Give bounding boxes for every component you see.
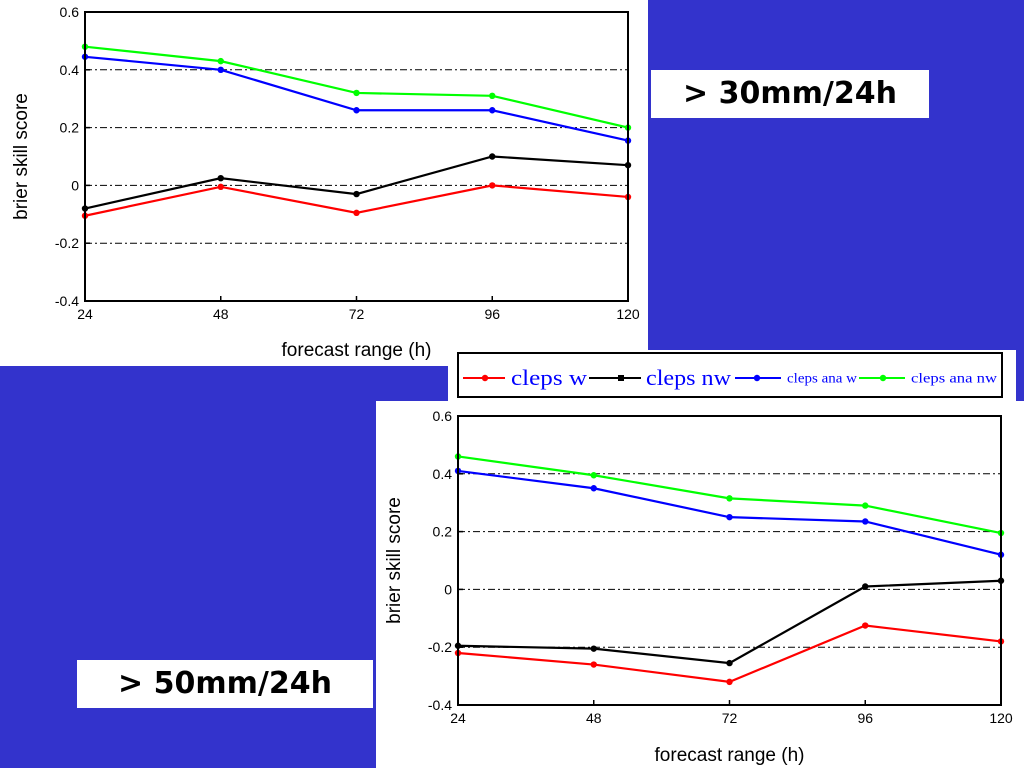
series-line-cleps-ana-nw — [457, 455, 1002, 535]
y-axis-label: brier skill score — [11, 93, 32, 220]
y-tick-label: 0.4 — [433, 466, 453, 482]
data-point — [862, 518, 869, 525]
x-tick-label: 48 — [586, 710, 602, 726]
data-point — [590, 661, 597, 668]
y-tick-label: 0 — [71, 177, 79, 193]
data-point — [489, 92, 496, 100]
chart-30mm: 24 48 72 96 120 -0.4 -0.2 0 0.2 0.4 0.6 forecast ra… — [11, 4, 640, 361]
data-point — [726, 659, 733, 667]
legend-marker — [618, 375, 624, 381]
data-point — [353, 190, 360, 198]
data-point — [590, 472, 597, 479]
x-axis-label: forecast range (h) — [282, 340, 432, 361]
x-axis-label: forecast range (h) — [655, 745, 805, 766]
data-point — [217, 66, 224, 74]
x-tick-label: 72 — [349, 306, 365, 322]
y-tick-label: 0.4 — [60, 62, 80, 78]
series-line-cleps-w — [457, 624, 1002, 684]
data-point — [862, 583, 869, 590]
legend-marker — [879, 374, 887, 382]
data-point — [862, 502, 869, 509]
x-tick-label: 96 — [484, 306, 500, 322]
data-point — [217, 57, 224, 65]
data-point — [353, 107, 360, 114]
x-tick-label: 24 — [450, 710, 466, 726]
x-tick-label: 120 — [616, 306, 640, 322]
chart-panel-30mm: 24 48 72 96 120 -0.4 -0.2 0 0.2 0.4 0.6 forecast ra… — [0, 0, 648, 366]
series-line-cleps-nw — [457, 579, 1002, 665]
y-tick-label: 0 — [444, 581, 452, 597]
data-point — [353, 209, 360, 217]
x-tick-label: 24 — [77, 306, 93, 322]
legend-label: cleps nw — [646, 365, 731, 390]
series-line-cleps-ana-w — [457, 469, 1002, 556]
chart-panel-50mm: 24 48 72 96 120 -0.4 -0.2 0 0.2 0.4 0.6 forecast ra… — [376, 401, 1024, 768]
data-point — [590, 485, 597, 492]
data-point — [489, 153, 496, 160]
chart-50mm: 24 48 72 96 120 -0.4 -0.2 0 0.2 0.4 0.6 forecast ra… — [384, 408, 1013, 766]
data-point — [353, 89, 360, 97]
data-point — [217, 174, 224, 182]
data-point — [489, 182, 496, 189]
legend-label: cleps w — [511, 365, 587, 390]
y-tick-label: 0.6 — [433, 408, 453, 424]
legend: cleps w cleps nw cleps ana w cleps ana nw — [457, 352, 1003, 398]
y-tick-label: -0.2 — [428, 639, 452, 655]
legend-marker — [481, 374, 489, 382]
data-point — [862, 622, 869, 629]
y-tick-label: 0.2 — [433, 524, 453, 540]
y-axis-label: brier skill score — [384, 497, 405, 624]
threshold-label-50mm: > 50mm/24h — [77, 660, 373, 708]
data-point — [489, 107, 496, 114]
legend-label: cleps ana w — [787, 371, 858, 386]
data-point — [217, 183, 224, 191]
legend-marker — [753, 374, 761, 382]
y-tick-label: -0.4 — [55, 293, 79, 309]
threshold-label-30mm: > 30mm/24h — [651, 70, 929, 118]
x-tick-label: 120 — [989, 710, 1013, 726]
y-tick-label: 0.6 — [60, 4, 80, 20]
y-tick-label: -0.2 — [55, 235, 79, 251]
x-tick-label: 48 — [213, 306, 229, 322]
legend-graphic: cleps w cleps nw cleps ana w cleps ana nw — [463, 365, 998, 390]
data-point — [590, 645, 597, 652]
y-tick-label: -0.4 — [428, 697, 452, 713]
series-line-cleps-ana-nw — [84, 45, 629, 129]
data-point — [726, 678, 733, 686]
x-tick-label: 72 — [722, 710, 738, 726]
y-tick-label: 0.2 — [60, 120, 80, 136]
series-line-cleps-nw — [84, 155, 629, 210]
legend-label: cleps ana nw — [911, 371, 998, 386]
x-tick-label: 96 — [857, 710, 873, 726]
data-point — [726, 495, 733, 502]
data-point — [726, 513, 733, 521]
